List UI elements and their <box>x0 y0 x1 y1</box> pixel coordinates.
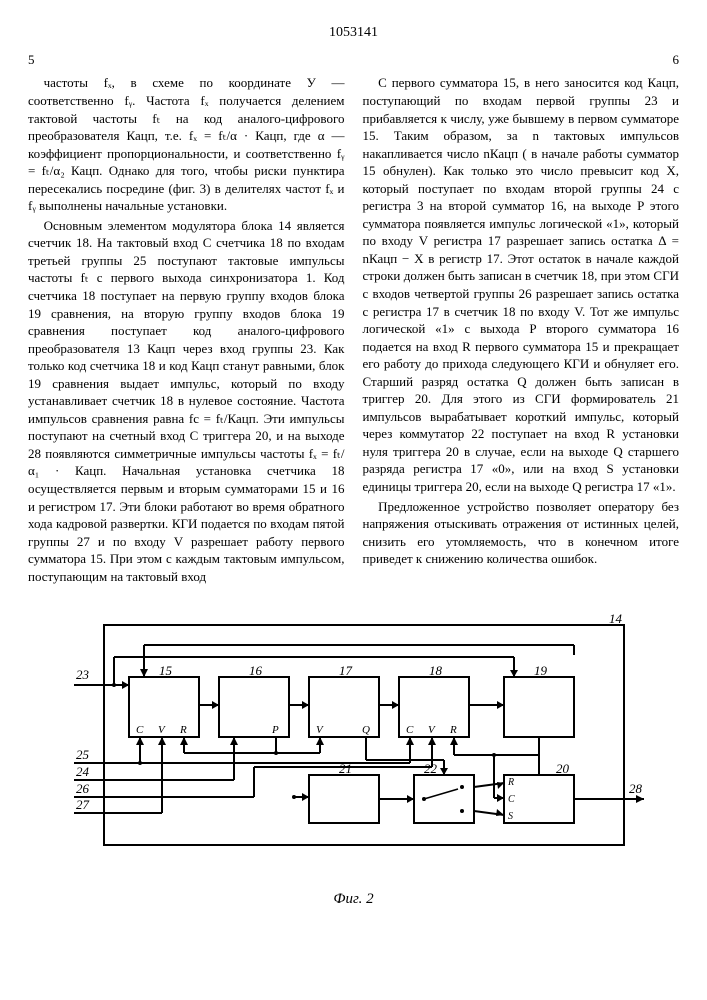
page-numbers: 5 6 <box>28 51 679 69</box>
svg-text:C: C <box>508 794 515 805</box>
b16-num: 16 <box>249 663 263 678</box>
b17-num: 17 <box>339 663 353 678</box>
svg-text:V: V <box>316 724 324 736</box>
in-23: 23 <box>76 667 90 682</box>
out-28: 28 <box>629 781 643 796</box>
in-26: 26 <box>76 781 90 796</box>
patent-number: 1053141 <box>28 24 679 43</box>
svg-text:C: C <box>406 724 414 736</box>
page-num-right: 6 <box>673 51 680 69</box>
figure-2-svg: 14 15 C V R 16 P 17 V Q 18 C V R 19 21 <box>54 605 654 885</box>
in-27: 27 <box>76 797 90 812</box>
b20-num: 20 <box>556 761 570 776</box>
svg-text:P: P <box>271 724 279 736</box>
svg-text:V: V <box>428 724 436 736</box>
svg-text:V: V <box>158 724 166 736</box>
right-column: С первого сумматора 15, в него заносится… <box>363 74 680 587</box>
b15-num: 15 <box>159 663 173 678</box>
svg-text:C: C <box>136 724 144 736</box>
page-num-left: 5 <box>28 51 35 69</box>
b22-num: 22 <box>424 761 438 776</box>
text-columns: частоты fₓ, в схеме по координате У — со… <box>28 74 679 587</box>
in-25: 25 <box>76 747 90 762</box>
svg-text:R: R <box>507 777 514 788</box>
svg-text:S: S <box>508 811 513 822</box>
svg-text:R: R <box>449 724 457 736</box>
left-p1: частоты fₓ, в схеме по координате У — со… <box>28 74 345 214</box>
figure: 14 15 C V R 16 P 17 V Q 18 C V R 19 21 <box>28 605 679 909</box>
b19-num: 19 <box>534 663 548 678</box>
svg-text:Q: Q <box>362 724 370 736</box>
block-19 <box>504 677 574 737</box>
figure-caption: Фиг. 2 <box>28 889 679 909</box>
left-column: частоты fₓ, в схеме по координате У — со… <box>28 74 345 587</box>
block-21 <box>309 775 379 823</box>
svg-text:R: R <box>179 724 187 736</box>
outer-label: 14 <box>609 611 623 626</box>
b18-num: 18 <box>429 663 443 678</box>
in-24: 24 <box>76 764 90 779</box>
left-p2: Основным элементом модулятора блока 14 я… <box>28 217 345 585</box>
right-p2: Предложенное устройство позволяет операт… <box>363 498 680 568</box>
right-p1: С первого сумматора 15, в него заносится… <box>363 74 680 495</box>
